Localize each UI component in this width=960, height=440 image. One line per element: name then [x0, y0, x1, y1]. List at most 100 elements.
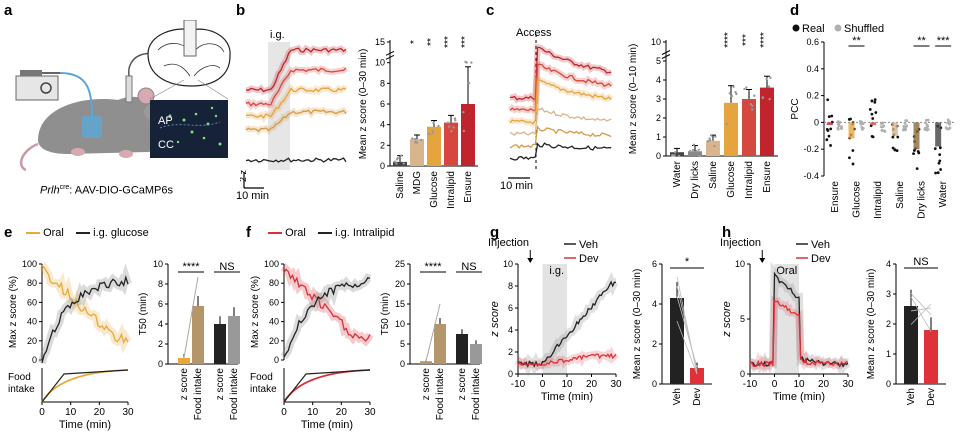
dev-trace [517, 352, 617, 367]
y-tick-label: 4 [158, 319, 163, 329]
legend-oral: Oral [285, 227, 306, 239]
y-axis-label: Mean z score (0–30 min) [632, 269, 643, 380]
y-tick-label: 25 [395, 259, 405, 269]
data-point [753, 94, 756, 97]
real-point [851, 149, 855, 152]
real-mean-bar [935, 122, 942, 147]
y-tick-label: 100 [264, 259, 279, 269]
real-point [868, 108, 872, 111]
ig-swatch [318, 232, 333, 235]
x-tick-label: 10 [793, 379, 805, 390]
shuffled-point [836, 122, 840, 126]
y-tick-label: 10 [153, 259, 163, 269]
data-point [470, 61, 473, 64]
bar-0 [420, 361, 432, 364]
bar-glucose [427, 126, 441, 166]
category-label: Dry licks [690, 161, 701, 199]
y-tick-label: -0.2 [803, 144, 819, 154]
y-tick-label: 0 [274, 355, 279, 365]
y-tick-label: -0.4 [803, 171, 819, 181]
y-tick-label: 10 [503, 259, 513, 269]
bar-intralipid [742, 99, 756, 156]
mouse-icon [19, 52, 172, 172]
data-point [402, 162, 405, 165]
panel-a-label: a [4, 2, 13, 19]
y-tick-label: 0 [508, 369, 513, 379]
real-point [938, 153, 942, 157]
data-point [751, 108, 754, 111]
gene-name: Prlh [40, 184, 60, 197]
data-point [464, 60, 467, 64]
legend-dev: Dev [811, 253, 831, 265]
trace-line [509, 79, 612, 125]
intake-label: intake [8, 384, 35, 395]
y-tick-label: 0 [814, 117, 819, 127]
category-label: Veh [672, 388, 683, 405]
real-point [937, 161, 941, 165]
data-point [689, 149, 692, 153]
y-tick-label: 2 [652, 339, 657, 349]
real-point [870, 99, 874, 103]
y-axis-label: z score [489, 301, 501, 337]
trace-line [509, 63, 612, 112]
shuffled-point [945, 127, 949, 131]
shuffled-point [924, 121, 927, 125]
y-axis-label: Mean z score (0–30 min) [866, 269, 877, 380]
panel-d-label: d [790, 2, 800, 19]
real-point [938, 146, 942, 150]
y-axis-label: T50 (min) [380, 293, 391, 336]
data-point [431, 131, 435, 135]
data-point [462, 110, 465, 114]
y-tick-label: 20 [269, 336, 279, 346]
data-point [734, 90, 737, 94]
legend-veh: Veh [579, 239, 598, 251]
y-tick-label: 8 [380, 78, 385, 88]
real-mean-bar [848, 122, 855, 139]
y-tick-label: 2 [158, 339, 163, 349]
x-tick-label: 0 [772, 379, 778, 390]
x-tick-label: 30 [122, 407, 134, 418]
data-point [446, 121, 450, 124]
y-tick-label: 20 [395, 279, 405, 289]
data-point [713, 144, 716, 148]
category-label: Saline [395, 171, 406, 199]
food-label: Food [250, 372, 273, 383]
y-tick-label: 80 [269, 278, 279, 288]
panel-h-bar-chart: 0 1 2 3 4 Veh Dev NS Mean z score (0–30 min) [866, 256, 946, 406]
real-mean-bar [891, 122, 898, 136]
significance-mark: ** [852, 35, 861, 47]
data-point [735, 92, 738, 96]
access-label: Access [516, 27, 552, 39]
y-axis-label: z score [721, 301, 733, 337]
y-tick-label: 15 [395, 299, 405, 309]
bar-intralipid [444, 122, 458, 166]
panel-g-label: g [490, 224, 500, 241]
data-point [395, 162, 398, 165]
data-point [452, 126, 455, 129]
food-label: Food [8, 372, 31, 383]
y-tick-label: 0.4 [806, 64, 819, 74]
injection-arrowhead [759, 258, 766, 263]
z-scale-label: 2 z [240, 169, 248, 182]
data-point [454, 119, 457, 122]
panel-e-legend: Oral i.g. glucose [26, 227, 149, 239]
category-label: Intralipid [446, 171, 457, 209]
bar-3 [470, 344, 482, 364]
paired-line [910, 307, 932, 312]
data-point [769, 76, 772, 79]
trace-line [245, 67, 347, 107]
significance-mark: ** [426, 38, 437, 46]
y-axis-label: Mean z score (0–30 min) [358, 49, 369, 160]
bar-ensure [461, 104, 475, 166]
y-tick-label: 5 [740, 314, 745, 324]
x-tick-label: 20 [586, 379, 598, 390]
category-label: Saline [708, 161, 719, 189]
data-point [767, 85, 771, 88]
x-tick-label: -10 [511, 379, 526, 390]
category-label: Glucose [726, 161, 737, 198]
x-tick-label: 10 [561, 379, 573, 390]
x-axis-label: Time (min) [773, 391, 825, 403]
significance-mark: NS [219, 261, 234, 273]
category-label: z score [215, 368, 226, 401]
